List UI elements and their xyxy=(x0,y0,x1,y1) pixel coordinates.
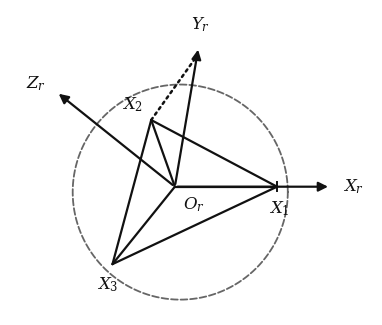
Text: $Y_r$: $Y_r$ xyxy=(191,15,210,34)
Text: $X_3$: $X_3$ xyxy=(97,275,119,293)
Text: $X_1$: $X_1$ xyxy=(269,200,290,218)
Text: $O_r$: $O_r$ xyxy=(183,195,205,214)
Text: $X_2$: $X_2$ xyxy=(121,95,142,113)
Text: $Z_r$: $Z_r$ xyxy=(26,74,46,93)
Text: $X_r$: $X_r$ xyxy=(343,177,364,196)
